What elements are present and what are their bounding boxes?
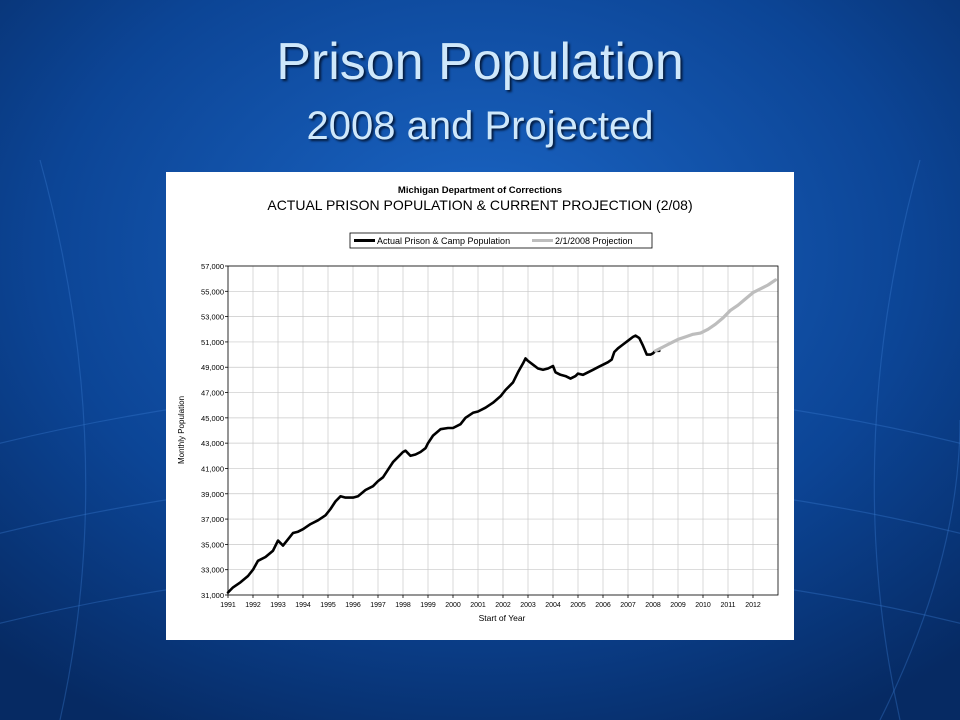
x-tick-label: 2005 bbox=[570, 602, 586, 609]
series-line-projection bbox=[653, 278, 778, 353]
x-tick-label: 1999 bbox=[420, 602, 436, 609]
chart-suptitle: Michigan Department of Corrections bbox=[398, 185, 562, 196]
slide-subtitle: 2008 and Projected bbox=[306, 104, 654, 148]
series-line-actual bbox=[226, 334, 661, 594]
y-tick-label: 57,000 bbox=[201, 262, 224, 271]
x-tick-label: 2001 bbox=[470, 602, 486, 609]
x-tick-label: 2012 bbox=[745, 602, 761, 609]
y-tick-label: 45,000 bbox=[201, 414, 224, 423]
x-tick-label: 2002 bbox=[495, 602, 511, 609]
x-tick-label: 1995 bbox=[320, 602, 336, 609]
y-tick-label: 51,000 bbox=[201, 338, 224, 347]
y-tick-label: 37,000 bbox=[201, 515, 224, 524]
x-axis-label: Start of Year bbox=[479, 613, 526, 623]
x-tick-label: 1992 bbox=[245, 602, 261, 609]
y-tick-label: 31,000 bbox=[201, 591, 224, 600]
x-tick-label: 1993 bbox=[270, 602, 286, 609]
slide-title: Prison Population bbox=[276, 33, 684, 91]
x-tick-label: 2000 bbox=[445, 602, 461, 609]
x-tick-label: 2003 bbox=[520, 602, 536, 609]
x-tick-label: 2006 bbox=[595, 602, 611, 609]
y-tick-label: 35,000 bbox=[201, 540, 224, 549]
y-tick-label: 49,000 bbox=[201, 363, 224, 372]
legend-label-actual: Actual Prison & Camp Population bbox=[377, 236, 510, 246]
x-tick-label: 2009 bbox=[670, 602, 686, 609]
x-tick-label: 1997 bbox=[370, 602, 386, 609]
chart-title: ACTUAL PRISON POPULATION & CURRENT PROJE… bbox=[267, 197, 692, 213]
x-tick-label: 2010 bbox=[695, 602, 711, 609]
legend-label-projection: 2/1/2008 Projection bbox=[555, 236, 633, 246]
y-tick-label: 43,000 bbox=[201, 439, 224, 448]
y-tick-label: 55,000 bbox=[201, 287, 224, 296]
y-tick-label: 47,000 bbox=[201, 389, 224, 398]
y-axis-label: Monthly Population bbox=[177, 396, 186, 464]
x-tick-label: 1996 bbox=[345, 602, 361, 609]
x-axis: 1991 1992 1993 1994 1995 1996 1997 1998 1999 2000… bbox=[220, 595, 761, 609]
x-tick-label: 2008 bbox=[645, 602, 661, 609]
chart-legend: Actual Prison & Camp Population 2/1/2008… bbox=[349, 232, 653, 249]
y-tick-label: 41,000 bbox=[201, 464, 224, 473]
x-tick-label: 1991 bbox=[220, 602, 236, 609]
y-axis: 31,000 33,000 35,000 37,000 39,000 41,000 43,0… bbox=[201, 262, 228, 600]
y-tick-label: 53,000 bbox=[201, 313, 224, 322]
plot-frame bbox=[227, 265, 779, 596]
line-chart: Michigan Department of Corrections ACTUA… bbox=[177, 185, 779, 623]
x-tick-label: 2004 bbox=[545, 602, 561, 609]
x-tick-label: 1994 bbox=[295, 602, 311, 609]
y-tick-label: 33,000 bbox=[201, 566, 224, 575]
x-tick-label: 2011 bbox=[720, 602, 735, 609]
y-tick-label: 39,000 bbox=[201, 490, 224, 499]
x-tick-label: 1998 bbox=[395, 602, 411, 609]
chart-panel: Michigan Department of Corrections ACTUA… bbox=[166, 172, 794, 640]
x-tick-label: 2007 bbox=[620, 602, 636, 609]
chart-series bbox=[226, 278, 778, 594]
chart-grid bbox=[227, 265, 778, 596]
